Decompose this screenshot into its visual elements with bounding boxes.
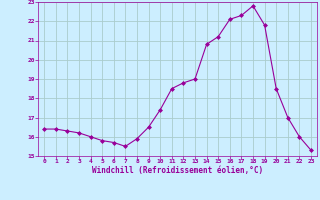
X-axis label: Windchill (Refroidissement éolien,°C): Windchill (Refroidissement éolien,°C) [92,166,263,175]
